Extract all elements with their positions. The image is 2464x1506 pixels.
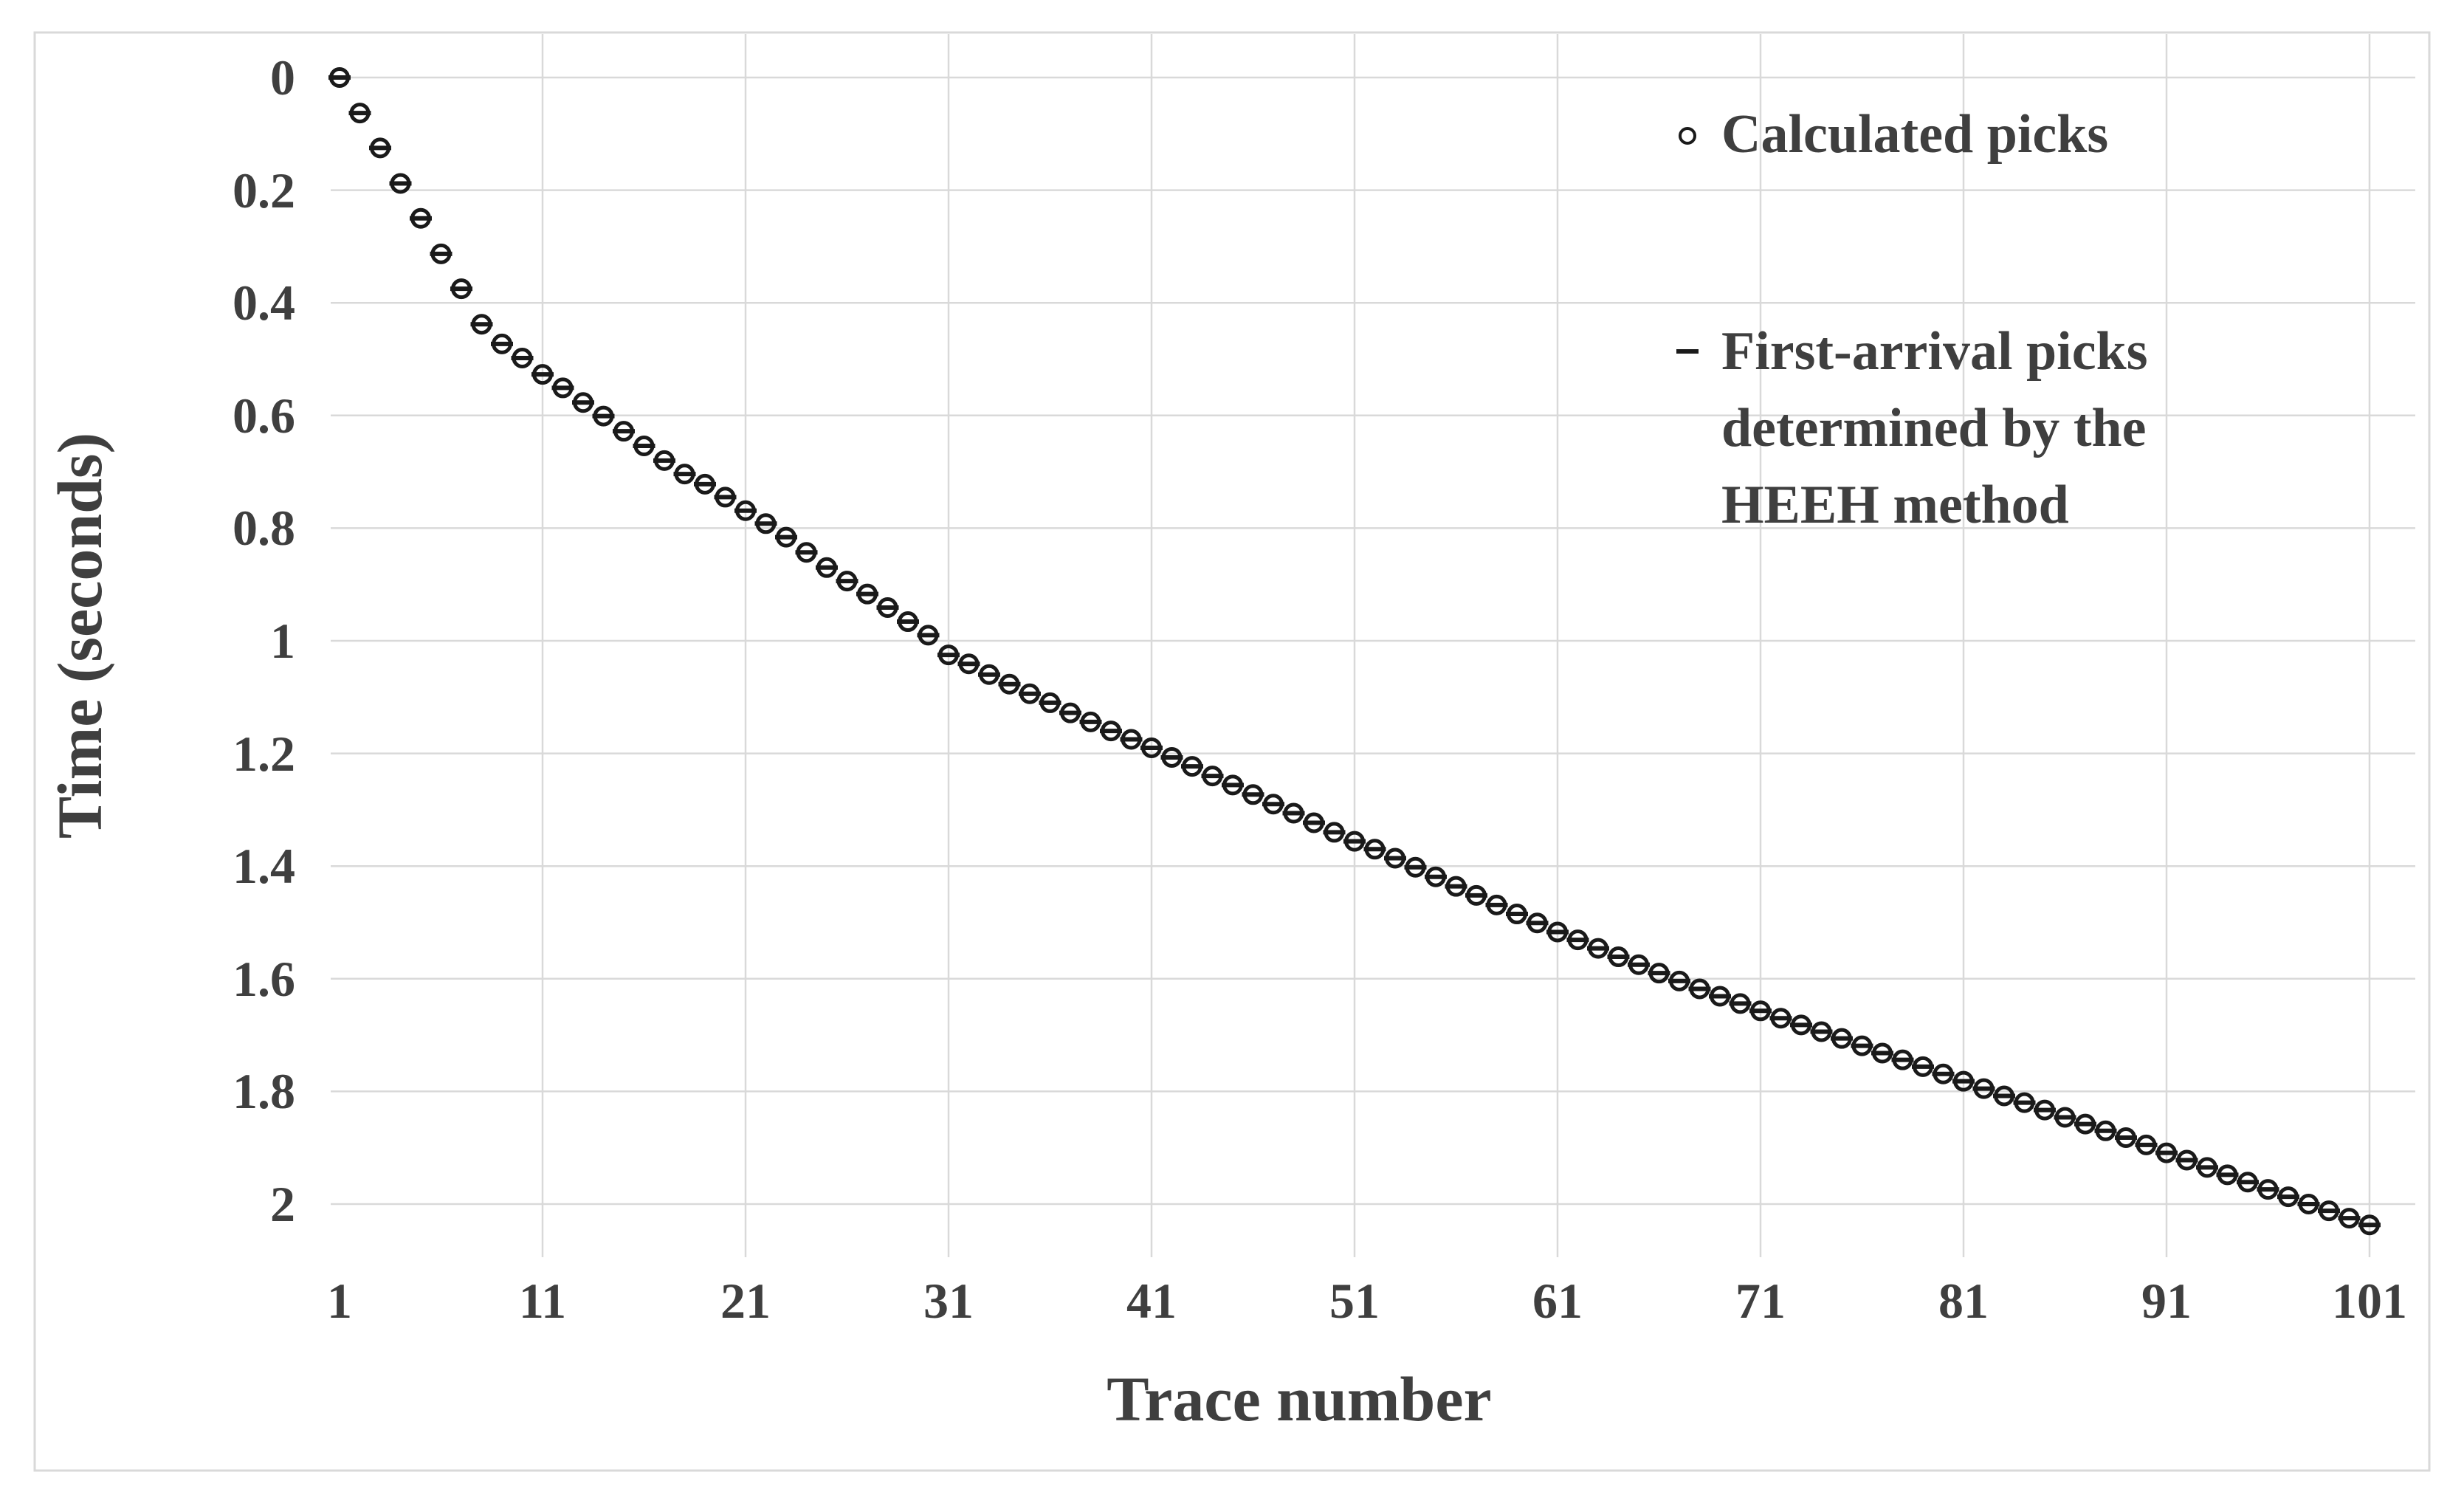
legend: Calculated picks First-arrival picks det… [1670, 96, 2260, 543]
y-tick-label: 1.8 [233, 1063, 295, 1120]
y-tick-label: 0 [270, 49, 295, 106]
legend-label-calculated-picks: Calculated picks [1721, 104, 2109, 165]
y-tick-label: 0.6 [233, 387, 295, 444]
y-axis-title: Time (seconds) [44, 432, 115, 839]
legend-item-calculated-picks: Calculated picks [1670, 96, 2260, 173]
x-tick-label: 41 [1126, 1273, 1177, 1329]
x-tick-label: 11 [518, 1273, 567, 1329]
x-axis-title: Trace number [1107, 1364, 1492, 1434]
y-tick-label: 0.8 [233, 500, 295, 557]
x-tick-label: 31 [923, 1273, 974, 1329]
y-tick-label: 1.4 [233, 838, 295, 895]
legend-label-heeh-picks: First-arrival picks determined by the HE… [1721, 321, 2148, 535]
x-tick-label: 91 [2141, 1273, 2192, 1329]
x-tick-label: 51 [1329, 1273, 1380, 1329]
legend-item-heeh-picks: First-arrival picks determined by the HE… [1670, 313, 2260, 543]
x-tick-label: 21 [720, 1273, 771, 1329]
series-heeh-picks [328, 75, 2381, 1228]
y-tick-label: 2 [270, 1176, 295, 1232]
dash-marker-icon [1676, 349, 1699, 354]
y-tick-label: 0.4 [233, 275, 295, 331]
open-circle-marker-icon [1679, 127, 1696, 145]
x-tick-label: 81 [1938, 1273, 1989, 1329]
y-tick-label: 1.6 [233, 950, 295, 1007]
x-tick-label: 101 [2332, 1273, 2407, 1329]
y-tick-label: 1.2 [233, 725, 295, 782]
x-tick-label: 1 [327, 1273, 352, 1329]
x-tick-label: 71 [1735, 1273, 1786, 1329]
chart-border [33, 31, 2431, 1472]
x-tick-label: 61 [1532, 1273, 1583, 1329]
y-tick-label: 0.2 [233, 162, 295, 219]
y-tick-label: 1 [270, 613, 295, 669]
